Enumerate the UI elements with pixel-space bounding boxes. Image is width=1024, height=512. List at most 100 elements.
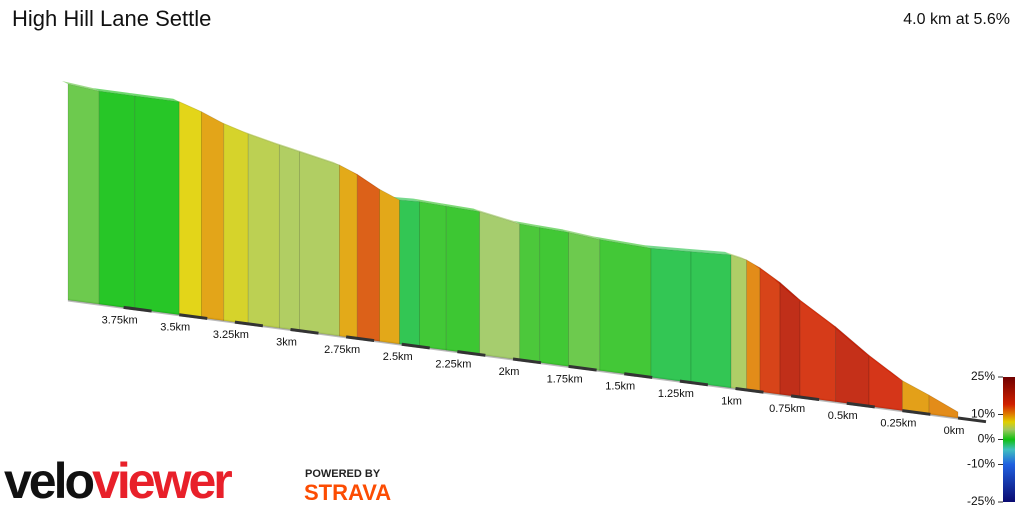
segment-top: [774, 279, 801, 301]
segment-top: [644, 245, 691, 252]
gradient-segment: [419, 201, 447, 351]
gradient-segment: [901, 379, 930, 415]
gradient-segment: [379, 188, 400, 345]
x-tick-label: 2.25km: [435, 359, 471, 371]
gradient-segment: [356, 173, 380, 342]
gradient-segment: [298, 151, 340, 337]
segment-top: [293, 148, 340, 165]
x-tick-label: 1km: [721, 395, 742, 407]
segment-top: [217, 120, 249, 134]
gradient-segment: [278, 144, 300, 332]
segment-top: [829, 323, 869, 356]
x-tick-label: 3.5km: [160, 322, 190, 334]
x-tick: [624, 372, 653, 379]
segment-top: [533, 224, 569, 233]
gradient-segment: [247, 133, 280, 329]
x-tick: [902, 409, 931, 416]
x-tick: [790, 394, 820, 402]
x-tick-label: 2km: [499, 366, 520, 378]
gradient-segment: [779, 281, 801, 398]
segment-top: [62, 81, 100, 92]
x-tick-label: 3.25km: [213, 329, 249, 341]
brand-part: velo: [4, 453, 94, 509]
x-tick-label: 0.25km: [880, 418, 916, 430]
segment-top: [794, 297, 836, 327]
segment-top: [740, 256, 760, 268]
segment-top: [896, 377, 930, 396]
segment-top: [393, 196, 420, 202]
x-tick-label: 1.25km: [658, 388, 694, 400]
x-tick-label: 0.5km: [828, 410, 858, 422]
gradient-segment: [868, 354, 903, 412]
x-tick: [290, 328, 319, 335]
gradient-segment: [339, 164, 358, 339]
gradient-segment: [399, 199, 420, 348]
segment-top: [373, 186, 400, 200]
x-tick: [735, 387, 764, 394]
x-tick: [846, 401, 875, 409]
segment-top: [473, 208, 520, 224]
segment-top: [413, 198, 447, 207]
chart-title: High Hill Lane Settle: [12, 6, 211, 31]
x-tick: [512, 357, 542, 365]
x-tick: [568, 364, 597, 372]
gradient-segment: [746, 259, 761, 393]
gradient-segment: [928, 394, 959, 419]
brand-logo: veloviewer: [4, 453, 232, 509]
color-tick-label: 10%: [971, 407, 995, 421]
gradient-segment: [539, 227, 570, 367]
color-tick-label: -10%: [967, 457, 995, 471]
gradient-segment: [134, 95, 180, 316]
gradient-segment: [599, 239, 652, 378]
x-tick: [123, 305, 152, 313]
chart-subtitle: 4.0 km at 5.6%: [903, 11, 1010, 28]
gradient-segment: [730, 254, 748, 391]
segment-top: [725, 251, 747, 260]
segment-top: [923, 392, 958, 412]
segment-top: [273, 142, 300, 152]
powered-by: POWERED BY: [305, 468, 381, 480]
x-tick-label: 1.75km: [547, 373, 583, 385]
brand-part: viewer: [92, 453, 232, 509]
gradient-segment: [67, 83, 100, 305]
x-tick: [957, 416, 987, 424]
segment-top: [128, 92, 180, 102]
segment-top: [333, 161, 358, 175]
segment-top: [242, 130, 280, 146]
gradient-segment: [479, 211, 521, 361]
gradient-segment: [445, 205, 481, 356]
color-tick-label: 0%: [978, 432, 996, 446]
x-tick-label: 0km: [944, 425, 965, 437]
gradient-segment: [223, 123, 249, 325]
gradient-segment: [690, 251, 732, 389]
x-tick: [234, 320, 264, 328]
gradient-segment: [650, 247, 692, 384]
x-tick-label: 3km: [276, 336, 297, 348]
color-tick-label: 25%: [971, 369, 995, 383]
gradient-segment: [568, 231, 601, 371]
segment-top: [562, 229, 600, 240]
x-tick: [679, 379, 709, 387]
gradient-segment: [201, 111, 225, 322]
segment-top: [513, 220, 540, 228]
segment-top: [863, 352, 903, 381]
gradient-segment: [835, 325, 870, 407]
gradient-segment: [178, 101, 202, 319]
segment-top: [593, 236, 651, 249]
segment-top: [93, 88, 135, 96]
x-tick-label: 3.75km: [102, 314, 138, 326]
segment-top: [351, 171, 380, 190]
segment-top: [753, 264, 780, 283]
color-tick-label: -25%: [967, 494, 995, 508]
x-tick-label: 2.75km: [324, 344, 360, 356]
x-tick-label: 1.5km: [605, 381, 635, 393]
x-tick-label: 0.75km: [769, 403, 805, 415]
x-tick: [179, 313, 208, 320]
gradient-segment: [519, 223, 541, 363]
segment-top: [685, 248, 732, 255]
segment-top: [195, 108, 224, 124]
x-tick: [457, 350, 486, 357]
x-tick-label: 2.5km: [383, 351, 413, 363]
provider: STRAVA: [304, 480, 391, 505]
